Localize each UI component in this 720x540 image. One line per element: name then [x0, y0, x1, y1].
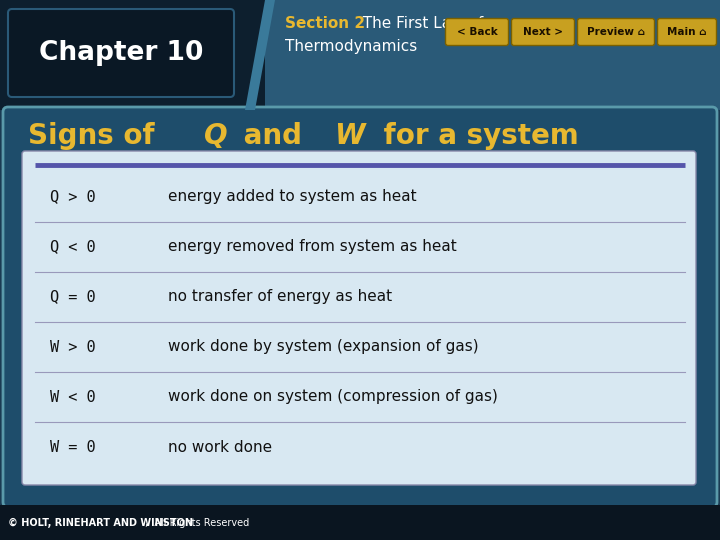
- Bar: [0, 0, 265, 110]
- Text: © HOLT, RINEHART AND WINSTON: © HOLT, RINEHART AND WINSTON: [8, 518, 193, 528]
- Text: The First Law of: The First Law of: [353, 17, 483, 31]
- Text: Q > 0: Q > 0: [50, 190, 96, 205]
- Text: Preview ⌂: Preview ⌂: [587, 27, 645, 37]
- Text: no work done: no work done: [168, 440, 272, 455]
- Text: W > 0: W > 0: [50, 340, 96, 354]
- Bar: [265, 0, 720, 110]
- Text: Next >: Next >: [523, 27, 563, 37]
- FancyBboxPatch shape: [657, 18, 716, 45]
- Text: Q = 0: Q = 0: [50, 289, 96, 305]
- Bar: [0, 505, 720, 540]
- Text: Chapter 10: Chapter 10: [39, 40, 203, 66]
- Text: W: W: [335, 122, 365, 150]
- Text: Thermodynamics: Thermodynamics: [285, 38, 418, 53]
- FancyBboxPatch shape: [446, 18, 508, 45]
- Text: no transfer of energy as heat: no transfer of energy as heat: [168, 289, 392, 305]
- Text: Section 2: Section 2: [285, 17, 365, 31]
- Text: ,  All Rights Reserved: , All Rights Reserved: [145, 518, 249, 528]
- Text: energy removed from system as heat: energy removed from system as heat: [168, 240, 456, 254]
- FancyBboxPatch shape: [3, 107, 717, 507]
- FancyBboxPatch shape: [8, 9, 234, 97]
- Text: and: and: [234, 122, 312, 150]
- Text: Signs of: Signs of: [28, 122, 164, 150]
- Text: W < 0: W < 0: [50, 389, 96, 404]
- FancyBboxPatch shape: [22, 151, 696, 485]
- Polygon shape: [245, 0, 275, 110]
- Text: Q: Q: [204, 122, 228, 150]
- Text: < Back: < Back: [456, 27, 498, 37]
- Text: Q < 0: Q < 0: [50, 240, 96, 254]
- Text: W = 0: W = 0: [50, 440, 96, 455]
- Text: Main ⌂: Main ⌂: [667, 27, 707, 37]
- Text: energy added to system as heat: energy added to system as heat: [168, 190, 417, 205]
- Text: work done by system (expansion of gas): work done by system (expansion of gas): [168, 340, 479, 354]
- FancyBboxPatch shape: [577, 18, 654, 45]
- FancyBboxPatch shape: [511, 18, 575, 45]
- Text: © HOLT, RINEHART AND WINSTON,  All Rights Reserved: © HOLT, RINEHART AND WINSTON, All Rights…: [8, 518, 280, 528]
- Text: for a system: for a system: [374, 122, 579, 150]
- Text: work done on system (compression of gas): work done on system (compression of gas): [168, 389, 498, 404]
